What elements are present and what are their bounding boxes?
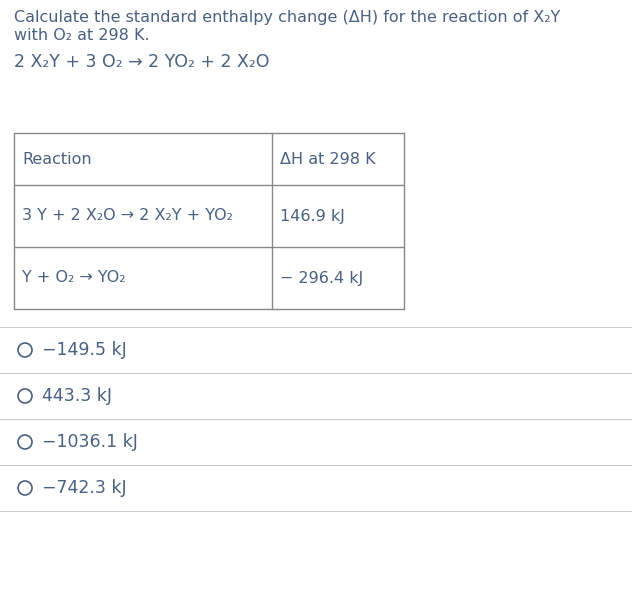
Text: −1036.1 kJ: −1036.1 kJ [42, 433, 138, 451]
Text: ΔH at 298 K: ΔH at 298 K [280, 151, 375, 167]
Text: Reaction: Reaction [22, 151, 92, 167]
Text: − 296.4 kJ: − 296.4 kJ [280, 271, 363, 286]
Text: 443.3 kJ: 443.3 kJ [42, 387, 112, 405]
Text: Y + O₂ → YO₂: Y + O₂ → YO₂ [22, 271, 126, 286]
Text: 3 Y + 2 X₂O → 2 X₂Y + YO₂: 3 Y + 2 X₂O → 2 X₂Y + YO₂ [22, 209, 233, 224]
Text: with O₂ at 298 K.: with O₂ at 298 K. [14, 28, 150, 43]
Text: −742.3 kJ: −742.3 kJ [42, 479, 126, 497]
Text: −149.5 kJ: −149.5 kJ [42, 341, 127, 359]
Text: 2 X₂Y + 3 O₂ → 2 YO₂ + 2 X₂O: 2 X₂Y + 3 O₂ → 2 YO₂ + 2 X₂O [14, 53, 269, 71]
Text: 146.9 kJ: 146.9 kJ [280, 209, 345, 224]
Text: Calculate the standard enthalpy change (ΔH) for the reaction of X₂Y: Calculate the standard enthalpy change (… [14, 10, 560, 25]
